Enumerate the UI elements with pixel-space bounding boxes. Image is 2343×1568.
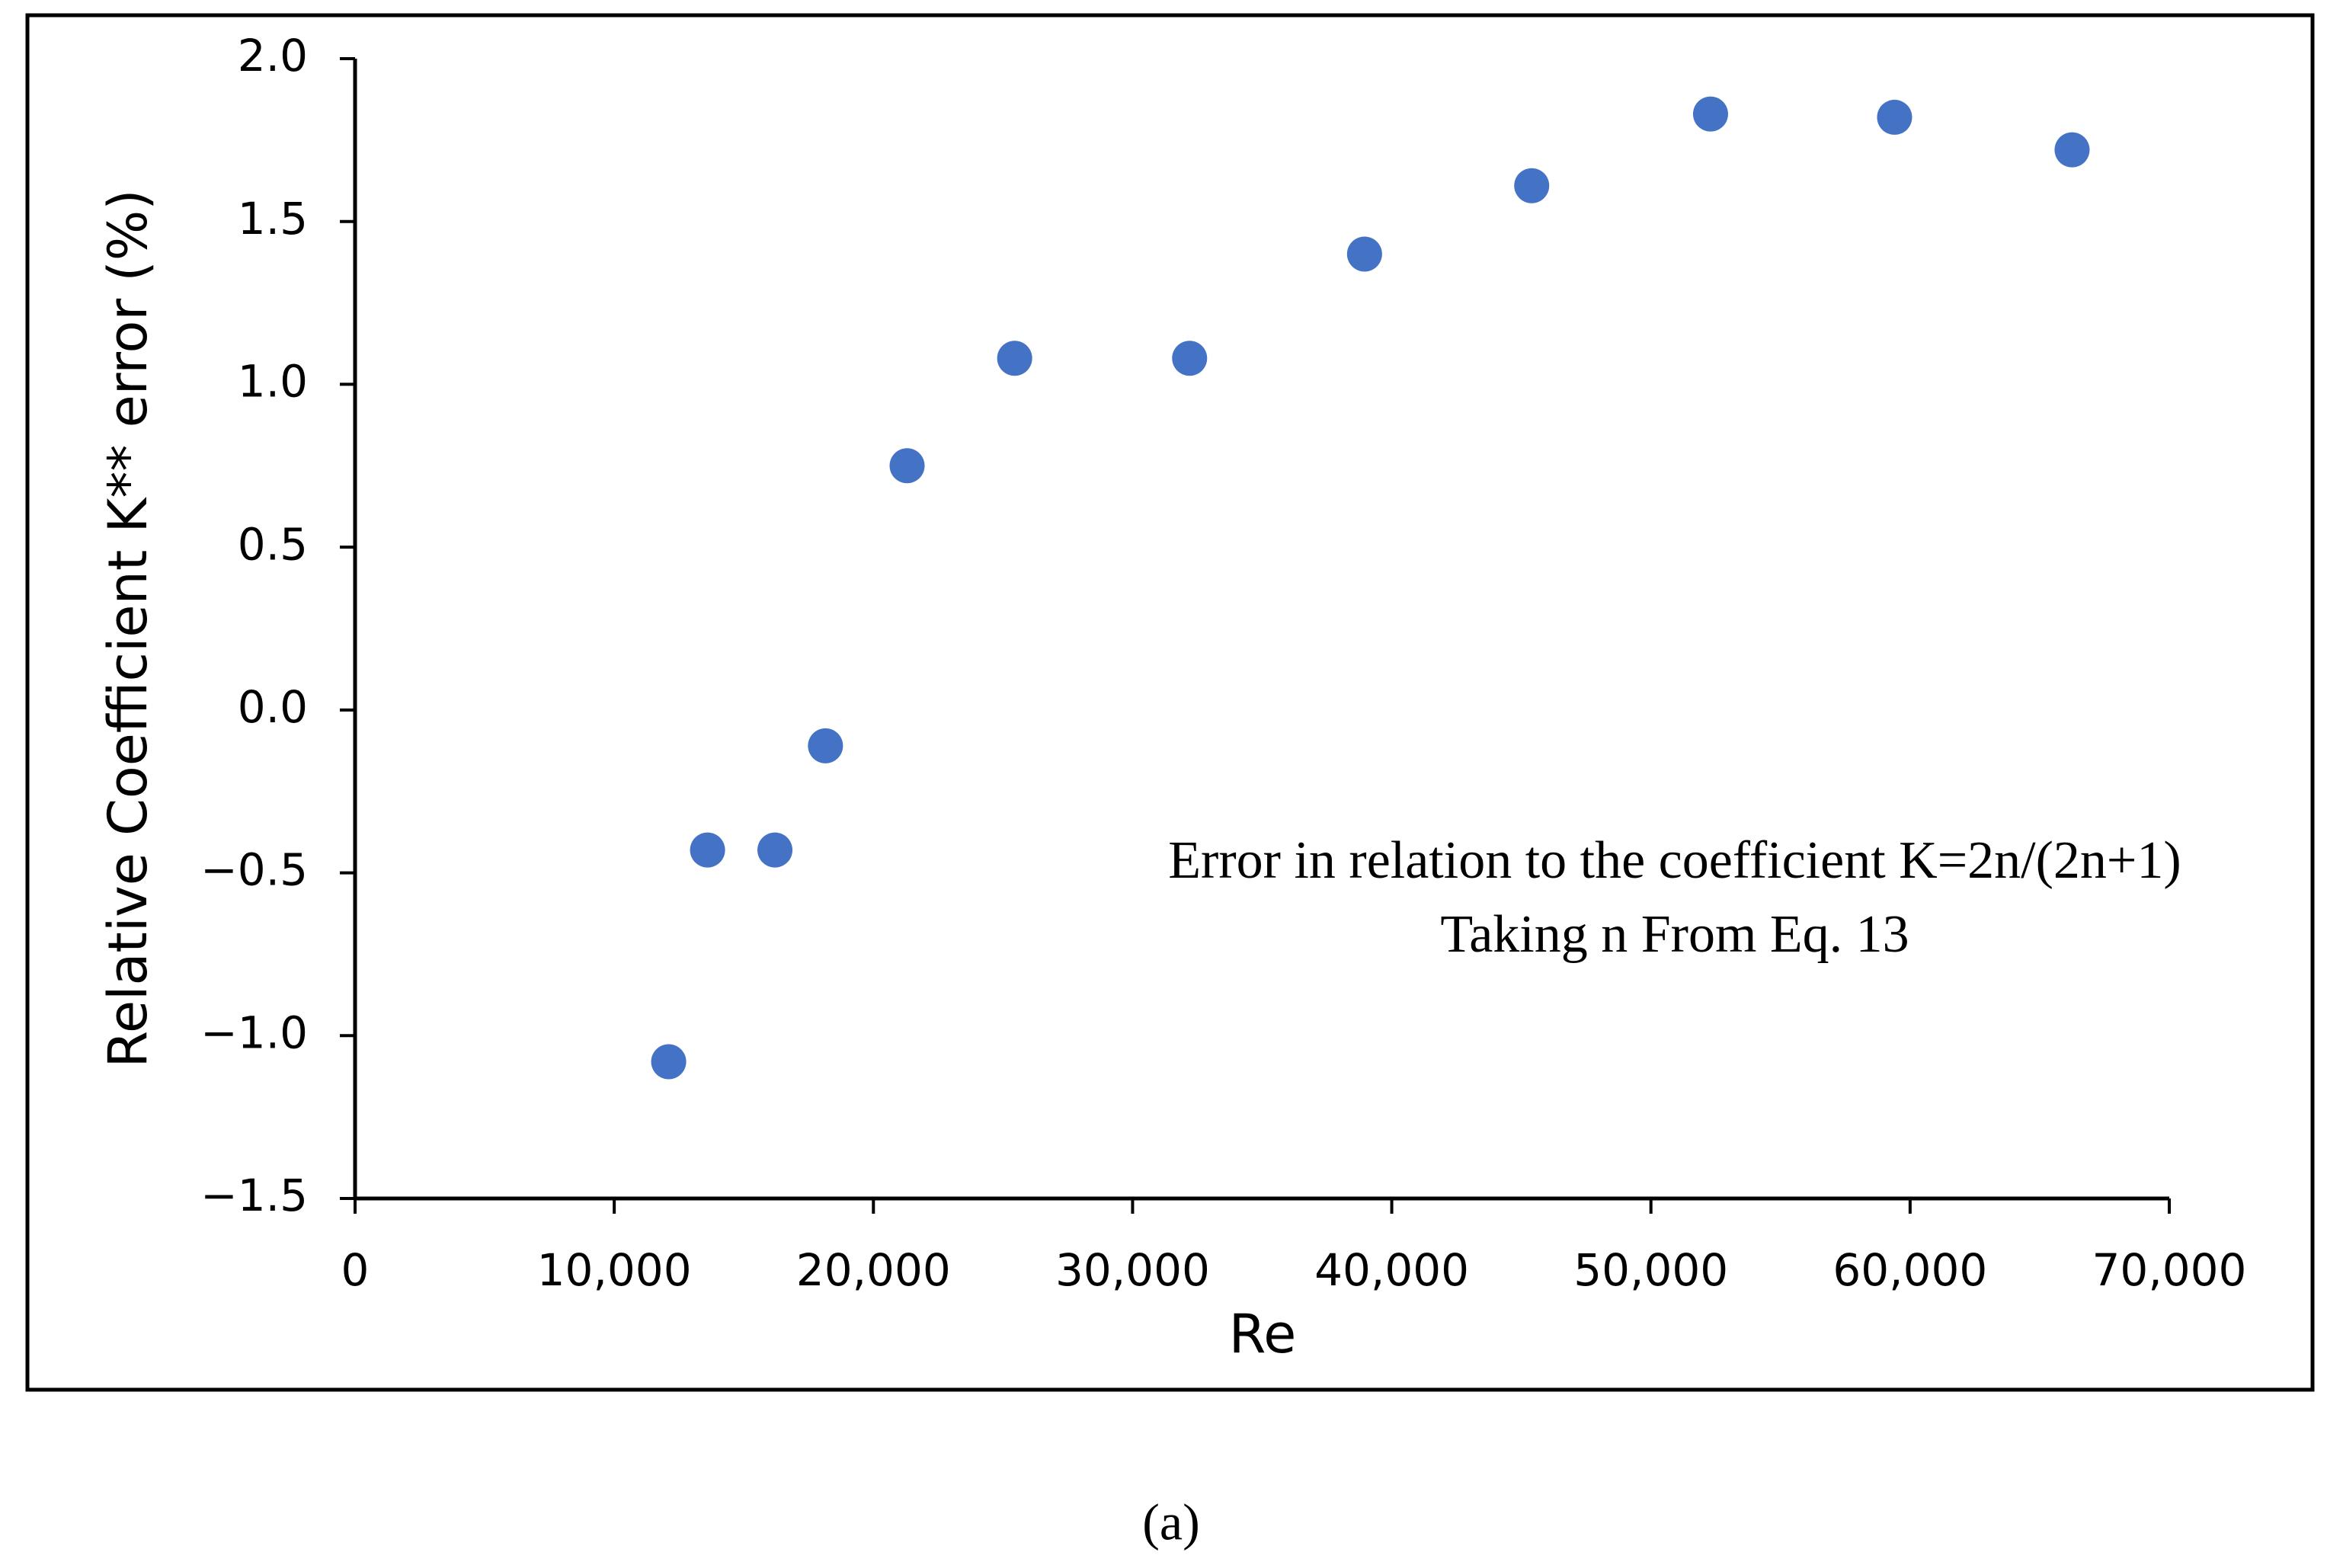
x-axis-title: Re <box>1229 1303 1297 1365</box>
point <box>1514 168 1550 203</box>
y-tick-label: −0.5 <box>200 844 308 896</box>
y-tick-label: 0.5 <box>238 518 308 570</box>
annotation: Taking n From Eq. 13 <box>1440 905 1909 964</box>
x-tick-label: 10,000 <box>537 1244 692 1296</box>
point <box>757 832 793 868</box>
point <box>889 448 925 484</box>
y-tick-label: 1.5 <box>238 193 308 245</box>
y-tick-label: 2.0 <box>238 30 308 82</box>
point <box>997 341 1032 376</box>
point <box>690 832 725 868</box>
y-tick-label: −1.5 <box>200 1170 308 1221</box>
y-axis-title: Relative Coefficient K** error (%) <box>97 189 159 1067</box>
x-tick-label: 60,000 <box>1832 1244 1987 1296</box>
point <box>1877 99 1912 135</box>
point <box>1692 96 1728 132</box>
point <box>2054 132 2090 168</box>
x-tick-label: 20,000 <box>796 1244 951 1296</box>
x-tick-label: 70,000 <box>2092 1244 2247 1296</box>
x-tick-label: 40,000 <box>1314 1244 1469 1296</box>
x-tick-label: 50,000 <box>1573 1244 1728 1296</box>
y-tick-label: −1.0 <box>200 1006 308 1058</box>
chart-border <box>25 13 2315 1392</box>
y-tick-label: 1.0 <box>238 356 308 408</box>
x-tick-label: 0 <box>341 1244 370 1296</box>
x-tick-label: 30,000 <box>1055 1244 1210 1296</box>
point <box>808 728 843 763</box>
point <box>651 1044 687 1080</box>
annotation: Error in relation to the coefficient K=2… <box>1168 831 2181 890</box>
point <box>1172 341 1208 376</box>
point <box>1346 236 1382 272</box>
caption: (a) <box>1142 1493 1199 1551</box>
y-tick-label: 0.0 <box>238 681 308 733</box>
